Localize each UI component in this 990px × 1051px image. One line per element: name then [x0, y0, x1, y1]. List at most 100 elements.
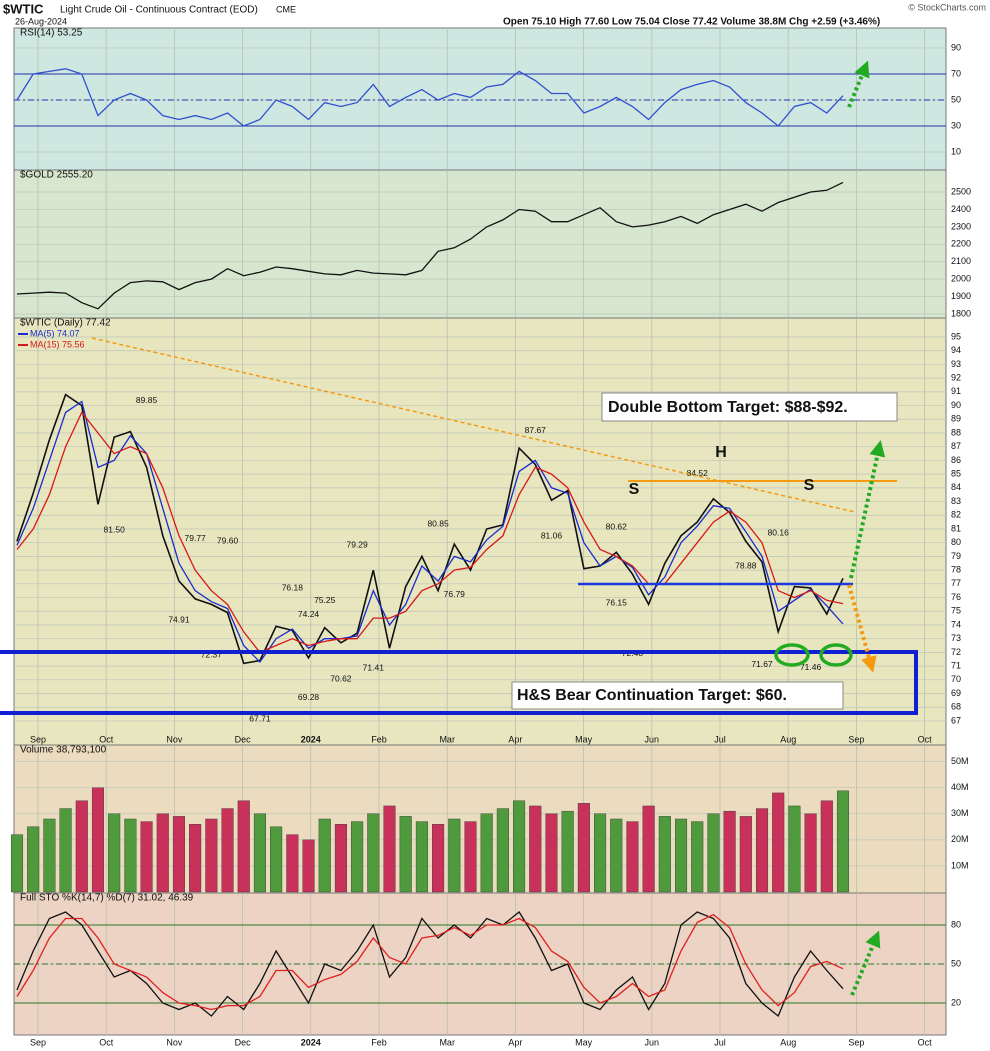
panel-title: $GOLD 2555.20 — [20, 170, 93, 181]
volume-bar — [788, 805, 801, 893]
x-tick-label: Mar — [439, 1037, 455, 1047]
volume-bar — [610, 818, 623, 893]
series-line — [16, 913, 844, 1011]
volume-bar — [172, 816, 185, 893]
volume-bar — [577, 803, 590, 893]
x-tick-label: Apr — [508, 1037, 522, 1047]
y-tick-label: 79 — [951, 551, 961, 561]
volume-bar — [675, 818, 688, 893]
volume-bar — [91, 787, 105, 893]
x-tick-label: Jul — [714, 734, 726, 744]
volume-bar — [464, 821, 477, 893]
volume-bar — [561, 810, 574, 893]
volume-bar — [302, 839, 315, 893]
y-tick-label: 20 — [951, 997, 961, 1007]
y-tick-label: 86 — [951, 455, 961, 465]
series-line — [16, 400, 844, 664]
volume-bar — [658, 816, 671, 893]
x-tick-label: Oct — [918, 1037, 933, 1047]
x-tick-label: Apr — [508, 734, 522, 744]
y-tick-label: 70 — [951, 674, 961, 684]
volume-bar — [286, 834, 299, 893]
series-line — [16, 411, 844, 654]
y-tick-label: 67 — [951, 715, 961, 725]
volume-bar — [124, 818, 137, 893]
credit: © StockCharts.com — [908, 2, 986, 12]
symbol: $WTIC — [3, 1, 44, 16]
volume-bar — [755, 808, 769, 893]
volume-bar — [432, 823, 445, 893]
x-tick-label: Dec — [235, 734, 252, 744]
y-tick-label: 30M — [951, 808, 969, 818]
price-label: 69.28 — [298, 692, 320, 702]
price-label: 74.24 — [298, 609, 320, 619]
y-tick-label: 1800 — [951, 308, 971, 318]
annotation-layer: Double Bottom Target: $88-$92. H&S Bear … — [0, 60, 918, 996]
price-label: 80.85 — [427, 518, 449, 528]
quote: Open 75.10 High 77.60 Low 75.04 Close 77… — [503, 17, 880, 28]
panel-background — [13, 317, 947, 746]
price-label: 89.85 — [136, 395, 158, 405]
y-tick-label: 94 — [951, 345, 961, 355]
y-tick-label: 80 — [951, 537, 961, 547]
pattern-label: H — [715, 444, 727, 461]
price-label: 72.37 — [201, 650, 223, 660]
y-tick-label: 81 — [951, 523, 961, 533]
volume-bar — [189, 823, 202, 893]
y-tick-label: 80 — [951, 919, 961, 929]
y-tick-label: 2400 — [951, 204, 971, 214]
price-label: 79.60 — [217, 535, 239, 545]
volume-bar — [529, 805, 542, 893]
price-label: 76.79 — [444, 589, 466, 599]
price-label: 74.91 — [168, 615, 190, 625]
price-label: 76.18 — [282, 582, 304, 592]
y-tick-label: 50 — [951, 94, 961, 104]
y-tick-label: 50M — [951, 756, 969, 766]
y-tick-label: 10 — [951, 146, 961, 156]
bottom-circle — [819, 643, 853, 667]
arrow — [847, 60, 870, 108]
price-label: 80.16 — [768, 528, 790, 538]
arrow — [850, 930, 881, 996]
arrow — [849, 440, 886, 579]
y-tick-label: 71 — [951, 660, 961, 670]
label-box — [511, 681, 844, 710]
volume-bar — [820, 800, 833, 893]
volume-bar — [723, 810, 736, 893]
x-tick-label: Jul — [714, 1037, 726, 1047]
volume-bar — [448, 818, 461, 893]
x-tick-label: Nov — [166, 734, 183, 744]
y-tick-label: 72 — [951, 647, 961, 657]
volume-bar — [545, 813, 558, 893]
price-label: 70.62 — [330, 674, 352, 684]
y-tick-label: 74 — [951, 619, 961, 629]
series-line — [16, 911, 844, 1018]
volume-bar — [156, 813, 169, 893]
y-tick-label: 68 — [951, 702, 961, 712]
volume-bar — [415, 821, 428, 893]
arrow — [847, 584, 877, 673]
y-tick-label: 92 — [951, 373, 961, 383]
volume-bar — [496, 808, 509, 893]
date: 26-Aug-2024 — [15, 16, 67, 26]
price-label: 71.41 — [363, 663, 385, 673]
volume-bar — [836, 790, 850, 893]
volume-bar — [707, 813, 720, 893]
y-tick-label: 1900 — [951, 291, 971, 301]
x-tick-label: Sep — [848, 734, 864, 744]
panel-title: $WTIC (Daily) 77.42 — [20, 318, 111, 329]
y-tick-label: 82 — [951, 510, 961, 520]
y-tick-label: 2100 — [951, 256, 971, 266]
volume-bar — [140, 821, 153, 893]
bottom-circle — [774, 643, 810, 667]
x-tick-label: Mar — [439, 734, 455, 744]
price-label: 87.67 — [525, 425, 547, 435]
exchange: CME — [276, 4, 296, 14]
x-tick-label: Sep — [848, 1037, 864, 1047]
volume-bar — [270, 826, 283, 893]
price-label: 71.67 — [751, 659, 773, 669]
price-label: 71.46 — [800, 662, 822, 672]
y-tick-label: 2000 — [951, 274, 971, 284]
legend-entry: MA(5) 74.07 — [30, 328, 80, 338]
x-tick-label: Sep — [30, 1037, 46, 1047]
